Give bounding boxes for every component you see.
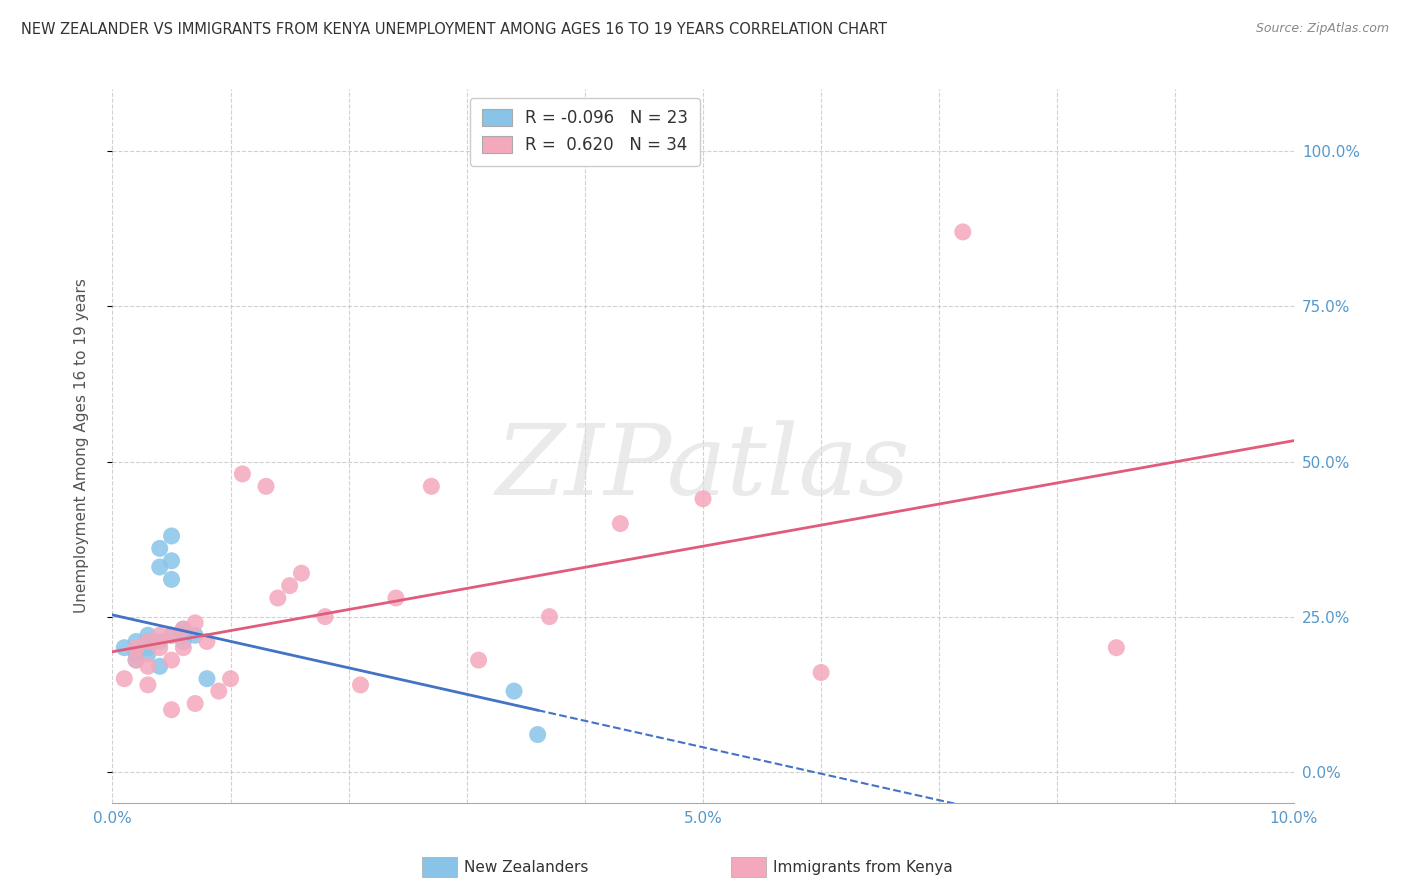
Point: [149, 659, 172, 673]
Point: [184, 628, 207, 642]
Text: Immigrants from Kenya: Immigrants from Kenya: [773, 860, 953, 874]
Point: [160, 628, 183, 642]
Point: [503, 684, 526, 698]
Point: [160, 628, 183, 642]
Point: [290, 566, 312, 581]
Point: [184, 697, 207, 711]
Point: [420, 479, 443, 493]
Point: [172, 628, 194, 642]
Point: [136, 634, 159, 648]
Point: [267, 591, 290, 605]
Point: [172, 634, 194, 648]
Point: [195, 634, 218, 648]
Text: NEW ZEALANDER VS IMMIGRANTS FROM KENYA UNEMPLOYMENT AMONG AGES 16 TO 19 YEARS CO: NEW ZEALANDER VS IMMIGRANTS FROM KENYA U…: [21, 22, 887, 37]
Text: New Zealanders: New Zealanders: [464, 860, 588, 874]
Point: [149, 640, 172, 655]
Point: [1105, 640, 1128, 655]
Point: [467, 653, 489, 667]
Point: [149, 560, 172, 574]
Point: [609, 516, 631, 531]
Text: Source: ZipAtlas.com: Source: ZipAtlas.com: [1256, 22, 1389, 36]
Point: [149, 634, 172, 648]
Point: [810, 665, 832, 680]
Point: [160, 573, 183, 587]
Point: [160, 529, 183, 543]
Point: [172, 622, 194, 636]
Point: [160, 554, 183, 568]
Text: ZIPatlas: ZIPatlas: [496, 420, 910, 515]
Point: [149, 541, 172, 556]
Point: [385, 591, 408, 605]
Point: [160, 653, 183, 667]
Point: [538, 609, 561, 624]
Point: [125, 634, 148, 648]
Point: [112, 640, 135, 655]
Point: [136, 678, 159, 692]
Point: [172, 622, 194, 636]
Point: [125, 647, 148, 661]
Point: [125, 653, 148, 667]
Point: [254, 479, 277, 493]
Point: [219, 672, 242, 686]
Y-axis label: Unemployment Among Ages 16 to 19 years: Unemployment Among Ages 16 to 19 years: [75, 278, 89, 614]
Point: [172, 640, 194, 655]
Point: [112, 672, 135, 686]
Point: [160, 703, 183, 717]
Point: [149, 628, 172, 642]
Point: [136, 659, 159, 673]
Point: [125, 640, 148, 655]
Point: [952, 225, 974, 239]
Point: [526, 727, 548, 741]
Legend: R = -0.096   N = 23, R =  0.620   N = 34: R = -0.096 N = 23, R = 0.620 N = 34: [470, 97, 700, 166]
Point: [184, 615, 207, 630]
Point: [278, 579, 301, 593]
Point: [136, 647, 159, 661]
Point: [136, 634, 159, 648]
Point: [136, 628, 159, 642]
Point: [231, 467, 253, 481]
Point: [208, 684, 231, 698]
Point: [692, 491, 714, 506]
Point: [136, 640, 159, 655]
Point: [125, 653, 148, 667]
Point: [195, 672, 218, 686]
Point: [349, 678, 371, 692]
Point: [314, 609, 336, 624]
